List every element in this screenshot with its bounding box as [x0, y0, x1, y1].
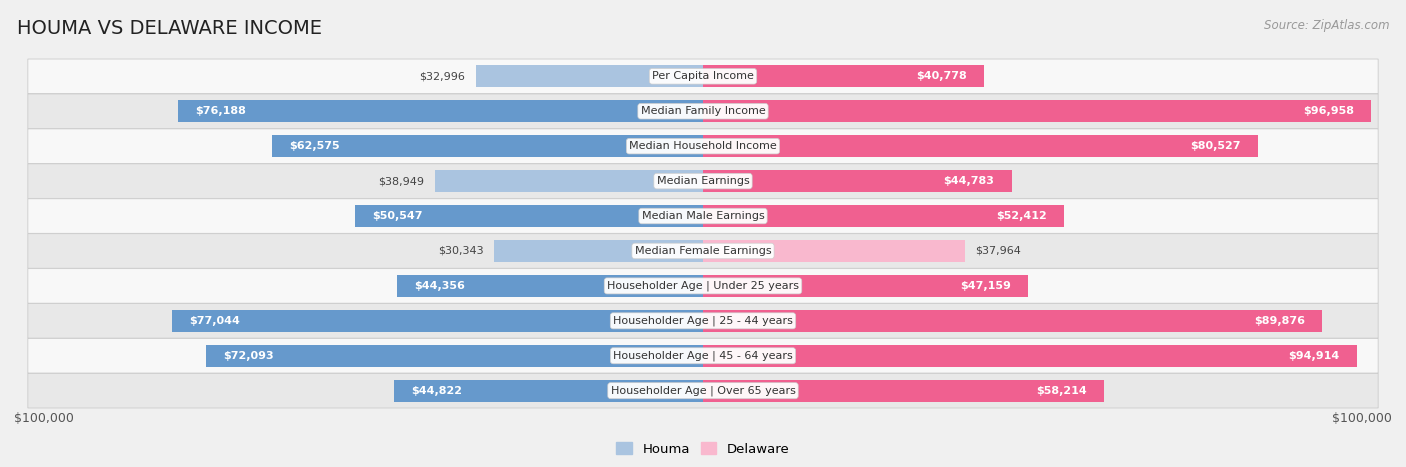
FancyBboxPatch shape	[28, 59, 1378, 93]
Bar	[271, 135, 703, 157]
Text: Source: ZipAtlas.com: Source: ZipAtlas.com	[1264, 19, 1389, 32]
Bar	[703, 135, 1258, 157]
Text: $44,783: $44,783	[943, 176, 994, 186]
FancyBboxPatch shape	[28, 129, 1378, 163]
Bar	[172, 310, 703, 332]
FancyBboxPatch shape	[28, 199, 1378, 234]
Text: $94,914: $94,914	[1288, 351, 1340, 361]
FancyBboxPatch shape	[28, 164, 1378, 198]
Text: $89,876: $89,876	[1254, 316, 1305, 326]
Text: $58,214: $58,214	[1036, 386, 1087, 396]
FancyBboxPatch shape	[28, 269, 1378, 303]
FancyBboxPatch shape	[28, 234, 1378, 268]
Text: $72,093: $72,093	[224, 351, 274, 361]
Text: Householder Age | Over 65 years: Householder Age | Over 65 years	[610, 385, 796, 396]
Text: $32,996: $32,996	[419, 71, 465, 81]
Bar	[703, 345, 1357, 367]
Bar	[434, 170, 703, 192]
Bar	[179, 100, 703, 122]
Text: Median Male Earnings: Median Male Earnings	[641, 211, 765, 221]
Text: $100,000: $100,000	[14, 411, 75, 425]
Bar	[394, 380, 703, 402]
Text: Householder Age | Under 25 years: Householder Age | Under 25 years	[607, 281, 799, 291]
Bar	[398, 275, 703, 297]
Text: $47,159: $47,159	[960, 281, 1011, 291]
Text: $52,412: $52,412	[995, 211, 1047, 221]
Text: Median Earnings: Median Earnings	[657, 176, 749, 186]
FancyBboxPatch shape	[28, 339, 1378, 373]
FancyBboxPatch shape	[28, 304, 1378, 338]
Bar	[703, 170, 1011, 192]
Text: Median Female Earnings: Median Female Earnings	[634, 246, 772, 256]
Text: Per Capita Income: Per Capita Income	[652, 71, 754, 81]
Text: Median Family Income: Median Family Income	[641, 106, 765, 116]
Bar	[703, 275, 1028, 297]
Bar	[703, 310, 1322, 332]
Bar	[494, 240, 703, 262]
Text: HOUMA VS DELAWARE INCOME: HOUMA VS DELAWARE INCOME	[17, 19, 322, 38]
Text: $40,778: $40,778	[915, 71, 967, 81]
FancyBboxPatch shape	[28, 374, 1378, 408]
Text: $38,949: $38,949	[378, 176, 425, 186]
Text: $100,000: $100,000	[1331, 411, 1392, 425]
Bar	[703, 100, 1371, 122]
Bar	[703, 65, 984, 87]
Bar	[354, 205, 703, 227]
Text: $96,958: $96,958	[1303, 106, 1354, 116]
Text: $62,575: $62,575	[290, 141, 340, 151]
Text: $77,044: $77,044	[190, 316, 240, 326]
Text: $44,822: $44,822	[412, 386, 463, 396]
Text: Householder Age | 25 - 44 years: Householder Age | 25 - 44 years	[613, 316, 793, 326]
Text: $30,343: $30,343	[439, 246, 484, 256]
Bar	[207, 345, 703, 367]
Text: $37,964: $37,964	[974, 246, 1021, 256]
Bar	[703, 380, 1104, 402]
Text: $76,188: $76,188	[195, 106, 246, 116]
Text: $44,356: $44,356	[415, 281, 465, 291]
Bar	[475, 65, 703, 87]
Legend: Houma, Delaware: Houma, Delaware	[612, 437, 794, 461]
Bar	[703, 205, 1064, 227]
Text: Householder Age | 45 - 64 years: Householder Age | 45 - 64 years	[613, 351, 793, 361]
FancyBboxPatch shape	[28, 94, 1378, 128]
Text: Median Household Income: Median Household Income	[628, 141, 778, 151]
Text: $80,527: $80,527	[1189, 141, 1240, 151]
Text: $50,547: $50,547	[373, 211, 422, 221]
Bar	[703, 240, 965, 262]
